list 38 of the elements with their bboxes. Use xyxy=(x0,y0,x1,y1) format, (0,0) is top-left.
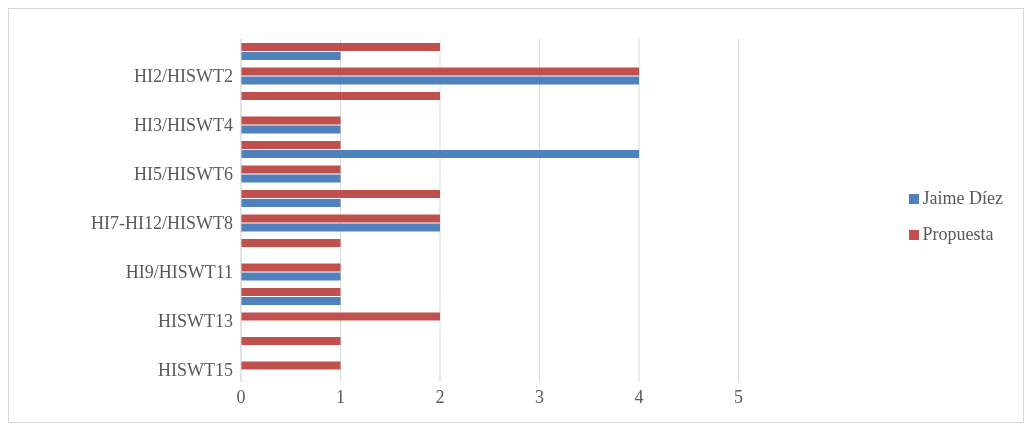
y-tick-label: HI2/HISWT2 xyxy=(134,66,233,87)
bar xyxy=(241,125,341,134)
bar xyxy=(241,150,640,158)
bar xyxy=(241,141,341,149)
bar xyxy=(241,223,441,232)
x-tick-label: 3 xyxy=(535,386,545,407)
y-tick-label: HI3/HISWT4 xyxy=(134,115,233,136)
bar xyxy=(241,165,341,174)
x-tick-label: 0 xyxy=(236,386,246,407)
bar xyxy=(241,337,341,345)
y-tick-label: HISWT13 xyxy=(158,311,233,332)
bar xyxy=(241,361,341,370)
y-tick-label: HISWT15 xyxy=(158,360,233,381)
x-tick-label: 5 xyxy=(734,386,744,407)
bar xyxy=(241,76,640,85)
y-tick-label: HI7-HI12/HISWT8 xyxy=(91,213,233,234)
y-tick-label: HI9/HISWT11 xyxy=(125,262,233,283)
bar xyxy=(241,263,341,272)
bar xyxy=(241,116,341,125)
bar xyxy=(241,288,341,296)
bar xyxy=(241,272,341,281)
bar xyxy=(241,174,341,183)
bar xyxy=(241,199,341,207)
bar xyxy=(241,67,640,76)
bar xyxy=(241,190,441,198)
bar xyxy=(241,239,341,247)
x-tick-label: 4 xyxy=(634,386,644,407)
x-tick-label: 2 xyxy=(435,386,445,407)
bar xyxy=(241,92,441,100)
bar xyxy=(241,43,441,51)
x-tick-label: 1 xyxy=(336,386,346,407)
bar xyxy=(241,52,341,60)
legend-label: Propuesta xyxy=(922,223,994,244)
bar xyxy=(241,214,441,223)
bar xyxy=(241,312,441,321)
legend-label: Jaime Díez xyxy=(922,187,1003,208)
y-tick-label: HI5/HISWT6 xyxy=(134,164,233,185)
bar xyxy=(241,297,341,305)
